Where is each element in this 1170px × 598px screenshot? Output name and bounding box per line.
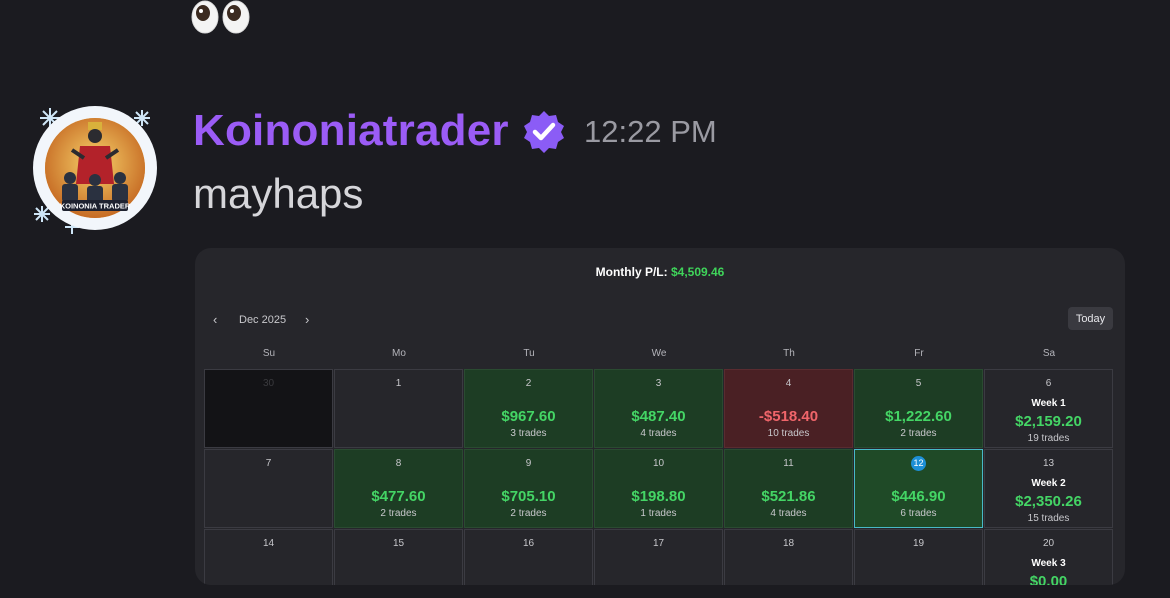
calendar-day-cell[interactable]: 5 $1,222.60 2 trades: [854, 369, 983, 448]
week-label: Week 2: [1031, 478, 1066, 489]
day-trade-count: 2 trades: [900, 428, 937, 439]
calendar-day-cell[interactable]: 3 $487.40 4 trades: [594, 369, 723, 448]
day-trade-count: 6 trades: [900, 508, 937, 519]
prev-month-icon[interactable]: ‹: [213, 312, 218, 327]
day-number: 18: [782, 538, 795, 549]
week-pnl: $0.00: [1029, 573, 1068, 585]
day-trade-count: 1 trades: [640, 508, 677, 519]
day-pnl: $967.60: [501, 408, 556, 425]
weekday-label: Sa: [1042, 348, 1056, 359]
day-number: 1: [395, 378, 402, 389]
week-trade-count: 15 trades: [1027, 513, 1070, 524]
weekday-label: Mo: [392, 348, 406, 359]
day-number: 30: [262, 378, 275, 389]
week-summary-cell[interactable]: 13 Week 2 $2,350.26 15 trades: [984, 449, 1113, 528]
day-number: 3: [655, 378, 662, 389]
day-number: 17: [652, 538, 665, 549]
current-month: Dec 2025: [239, 314, 287, 326]
weekday-label: Fr: [914, 348, 924, 359]
calendar-day-cell[interactable]: 9 $705.10 2 trades: [464, 449, 593, 528]
calendar-day-cell[interactable]: 15: [334, 529, 463, 585]
avatar-logo-text: KOINONIA TRADER: [60, 202, 131, 211]
calendar-day-cell[interactable]: 8 $477.60 2 trades: [334, 449, 463, 528]
day-trade-count: 4 trades: [640, 428, 677, 439]
weekday-label: We: [651, 348, 667, 359]
day-trade-count: 3 trades: [510, 428, 547, 439]
weekday-label: Th: [783, 348, 795, 359]
calendar-day-cell[interactable]: 18: [724, 529, 853, 585]
day-number: 13: [1042, 458, 1055, 469]
pl-calendar-card[interactable]: Monthly P/L: $4,509.46 ‹ Dec 2025 › Toda…: [195, 248, 1125, 585]
day-pnl: $1,222.60: [885, 408, 952, 425]
day-trade-count: 2 trades: [380, 508, 417, 519]
day-pnl: -$518.40: [758, 408, 819, 425]
day-trade-count: 10 trades: [767, 428, 810, 439]
today-button[interactable]: Today: [1068, 307, 1113, 330]
calendar-day-cell[interactable]: 14: [204, 529, 333, 585]
week-summary-cell[interactable]: 6 Week 1 $2,159.20 19 trades: [984, 369, 1113, 448]
week-trade-count: 19 trades: [1027, 433, 1070, 444]
day-number: 16: [522, 538, 535, 549]
calendar-day-cell[interactable]: 4 -$518.40 10 trades: [724, 369, 853, 448]
monthly-pl: Monthly P/L: $4,509.46: [195, 265, 1125, 279]
week-label: Week 3: [1031, 558, 1066, 569]
day-pnl: $198.80: [631, 488, 686, 505]
today-day-badge: 12: [911, 456, 926, 471]
message-text: mayhaps: [193, 170, 364, 217]
day-number: 5: [915, 378, 922, 389]
day-number: 6: [1045, 378, 1052, 389]
day-trade-count: 4 trades: [770, 508, 807, 519]
day-number: 19: [912, 538, 925, 549]
calendar-day-cell[interactable]: 10 $198.80 1 trades: [594, 449, 723, 528]
calendar-day-cell[interactable]: 30: [204, 369, 333, 448]
monthly-pl-label: Monthly P/L:: [595, 265, 668, 279]
day-pnl: $521.86: [761, 488, 816, 505]
week-label: Week 1: [1031, 398, 1066, 409]
day-trade-count: 2 trades: [510, 508, 547, 519]
day-number: 11: [783, 458, 794, 469]
day-pnl: $705.10: [501, 488, 556, 505]
week-summary-cell[interactable]: 20 Week 3 $0.00: [984, 529, 1113, 585]
verified-badge-icon: [524, 111, 564, 153]
day-number: 2: [525, 378, 532, 389]
day-number: 15: [392, 538, 405, 549]
day-number: 9: [525, 458, 532, 469]
day-number: 20: [1042, 538, 1055, 549]
calendar-day-cell[interactable]: 16: [464, 529, 593, 585]
calendar-day-cell[interactable]: 19: [854, 529, 983, 585]
calendar-day-cell[interactable]: 7: [204, 449, 333, 528]
eyes-emoji: [191, 0, 250, 34]
calendar-day-cell[interactable]: 2 $967.60 3 trades: [464, 369, 593, 448]
author-name[interactable]: Koinoniatrader: [193, 106, 509, 155]
week-pnl: $2,350.26: [1015, 493, 1082, 510]
day-number: 14: [262, 538, 275, 549]
day-number: 7: [265, 458, 272, 469]
calendar-day-cell[interactable]: 11 $521.86 4 trades: [724, 449, 853, 528]
week-pnl: $2,159.20: [1015, 413, 1082, 430]
message-timestamp: 12:22 PM: [584, 114, 717, 149]
calendar-day-cell[interactable]: 12 $446.90 6 trades: [854, 449, 983, 528]
day-number: 8: [395, 458, 402, 469]
weekday-label: Tu: [523, 348, 535, 359]
calendar-day-cell[interactable]: 17: [594, 529, 723, 585]
next-month-icon[interactable]: ›: [305, 312, 310, 327]
day-pnl: $477.60: [371, 488, 426, 505]
day-number: 4: [785, 378, 792, 389]
calendar-day-cell[interactable]: 1: [334, 369, 463, 448]
avatar[interactable]: KOINONIA TRADER: [22, 98, 166, 238]
day-pnl: $487.40: [631, 408, 686, 425]
monthly-pl-value: $4,509.46: [670, 265, 725, 279]
day-pnl: $446.90: [891, 488, 946, 505]
weekday-label: Su: [262, 348, 276, 359]
day-number: 10: [652, 458, 665, 469]
